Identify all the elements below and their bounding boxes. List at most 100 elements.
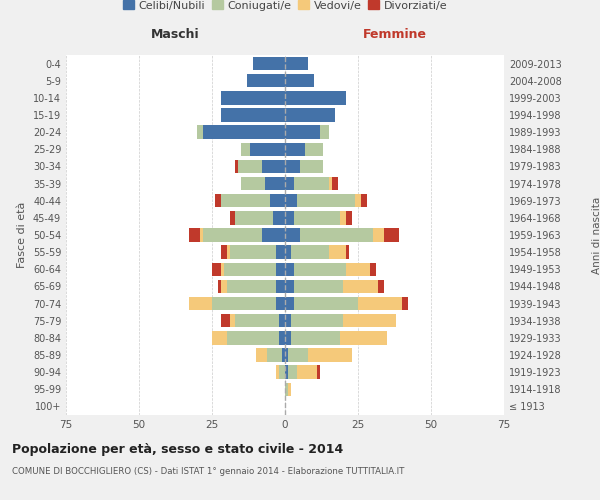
Bar — [235, 211, 274, 224]
Bar — [197, 126, 203, 139]
Bar — [188, 228, 200, 241]
Bar — [285, 382, 288, 396]
Bar — [221, 246, 227, 259]
Bar — [285, 126, 320, 139]
Bar — [305, 142, 323, 156]
Bar — [235, 160, 238, 173]
Bar — [294, 211, 340, 224]
Bar — [332, 177, 338, 190]
Bar — [276, 280, 285, 293]
Bar — [262, 160, 285, 173]
Text: Anni di nascita: Anni di nascita — [592, 196, 600, 274]
Bar — [276, 246, 285, 259]
Bar — [346, 211, 352, 224]
Bar — [221, 91, 285, 104]
Bar — [285, 194, 296, 207]
Bar — [285, 348, 288, 362]
Bar — [285, 160, 299, 173]
Bar — [200, 228, 203, 241]
Bar — [346, 246, 349, 259]
Bar — [285, 74, 314, 88]
Bar — [329, 246, 346, 259]
Bar — [188, 297, 212, 310]
Y-axis label: Fasce di età: Fasce di età — [17, 202, 27, 268]
Bar — [227, 246, 230, 259]
Bar — [288, 366, 296, 379]
Bar — [299, 160, 323, 173]
Bar — [271, 194, 285, 207]
Text: COMUNE DI BOCCHIGLIERO (CS) - Dati ISTAT 1° gennaio 2014 - Elaborazione TUTTITAL: COMUNE DI BOCCHIGLIERO (CS) - Dati ISTAT… — [12, 468, 404, 476]
Bar — [285, 262, 294, 276]
Bar — [253, 57, 285, 70]
Bar — [221, 194, 271, 207]
Bar — [296, 366, 317, 379]
Bar — [215, 194, 221, 207]
Bar — [221, 262, 224, 276]
Bar — [282, 348, 285, 362]
Bar — [370, 262, 376, 276]
Bar — [212, 331, 227, 344]
Bar — [361, 194, 367, 207]
Bar — [274, 211, 285, 224]
Bar — [296, 194, 355, 207]
Bar — [238, 160, 262, 173]
Bar — [203, 126, 285, 139]
Bar — [235, 314, 279, 328]
Bar — [279, 366, 285, 379]
Bar — [285, 57, 308, 70]
Bar — [285, 314, 291, 328]
Bar — [227, 280, 276, 293]
Bar — [294, 177, 329, 190]
Bar — [294, 262, 346, 276]
Bar — [212, 297, 276, 310]
Bar — [285, 280, 294, 293]
Text: Popolazione per età, sesso e stato civile - 2014: Popolazione per età, sesso e stato civil… — [12, 442, 343, 456]
Bar — [265, 177, 285, 190]
Bar — [285, 91, 346, 104]
Bar — [320, 126, 329, 139]
Bar — [384, 228, 399, 241]
Bar — [203, 228, 262, 241]
Bar — [291, 314, 343, 328]
Text: Maschi: Maschi — [151, 28, 200, 40]
Bar — [317, 366, 320, 379]
Bar — [241, 142, 250, 156]
Bar — [279, 314, 285, 328]
Bar — [343, 314, 396, 328]
Bar — [247, 74, 285, 88]
Bar — [241, 177, 265, 190]
Bar — [221, 108, 285, 122]
Bar — [291, 246, 329, 259]
Bar — [256, 348, 268, 362]
Bar — [340, 211, 346, 224]
Bar — [288, 382, 291, 396]
Bar — [346, 262, 370, 276]
Bar — [285, 246, 291, 259]
Bar — [329, 177, 332, 190]
Bar — [379, 280, 384, 293]
Bar — [221, 314, 230, 328]
Bar — [343, 280, 379, 293]
Bar — [299, 228, 373, 241]
Bar — [250, 142, 285, 156]
Bar — [212, 262, 221, 276]
Bar — [294, 280, 343, 293]
Bar — [340, 331, 387, 344]
Bar — [276, 366, 279, 379]
Legend: Celibi/Nubili, Coniugati/e, Vedovi/e, Divorziati/e: Celibi/Nubili, Coniugati/e, Vedovi/e, Di… — [118, 0, 452, 15]
Bar — [268, 348, 282, 362]
Bar — [355, 194, 361, 207]
Bar — [227, 331, 279, 344]
Bar — [285, 366, 288, 379]
Bar — [285, 331, 291, 344]
Bar — [230, 246, 276, 259]
Bar — [221, 280, 227, 293]
Bar — [285, 177, 294, 190]
Bar — [224, 262, 276, 276]
Bar — [358, 297, 402, 310]
Bar — [230, 211, 235, 224]
Bar — [291, 331, 340, 344]
Bar — [308, 348, 352, 362]
Bar — [262, 228, 285, 241]
Bar — [285, 142, 305, 156]
